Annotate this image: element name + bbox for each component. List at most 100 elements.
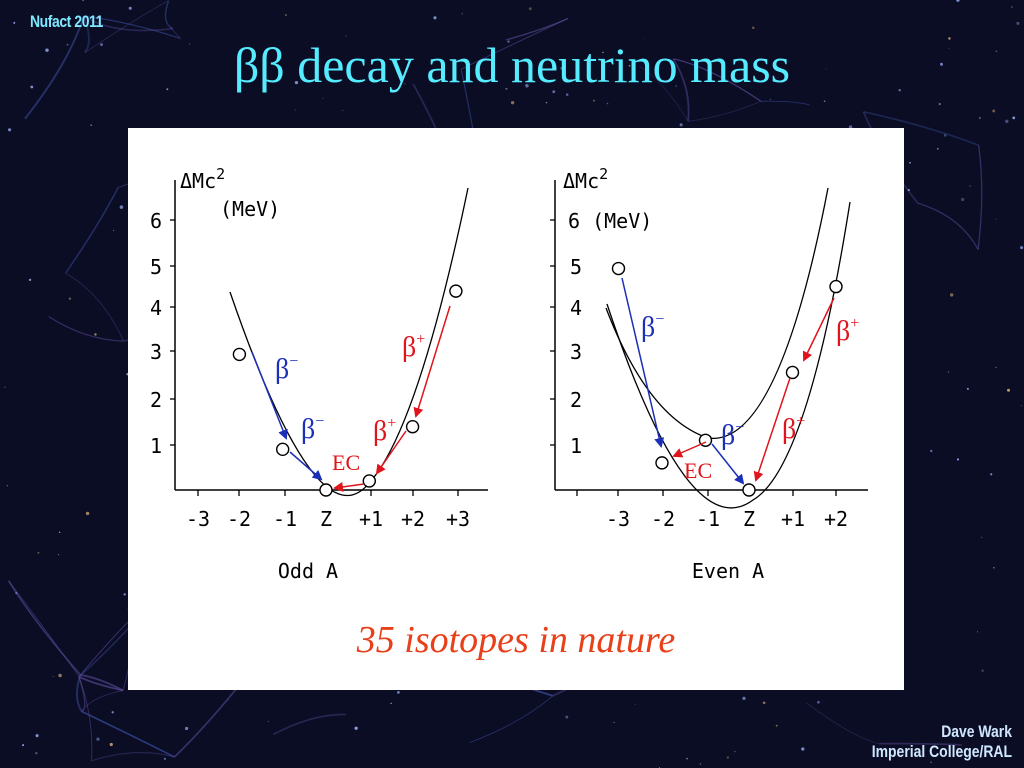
star — [825, 68, 827, 70]
odd-beta-plus-arrow-1 — [375, 430, 407, 475]
star — [930, 449, 933, 453]
filament — [48, 316, 124, 342]
odd-y-axis-unit: (MeV) — [220, 197, 280, 221]
star — [907, 189, 910, 192]
odd-y-tick-marks — [170, 219, 175, 446]
star — [342, 109, 344, 112]
star — [909, 161, 911, 164]
star — [961, 197, 965, 202]
filament — [80, 674, 124, 692]
odd-beta-plus-label-2: β+ — [402, 331, 425, 363]
star — [593, 99, 595, 102]
star — [751, 26, 755, 30]
star — [999, 739, 1001, 741]
star — [100, 43, 103, 47]
star — [940, 62, 944, 66]
even-isotope-point — [742, 483, 756, 497]
star — [354, 726, 358, 730]
filament — [760, 100, 810, 106]
star — [507, 40, 510, 43]
star — [634, 704, 636, 705]
star — [113, 230, 115, 232]
even-isotope-points — [611, 261, 843, 497]
star — [8, 128, 12, 132]
filament — [81, 710, 175, 758]
star — [37, 551, 40, 554]
filament — [65, 187, 119, 274]
even-a-plot: ΔMc2 6 (MeV) 5 4 3 2 1 -3 -2 -1 Z +1 +2 … — [550, 165, 868, 583]
odd-beta-minus-arrow-1 — [251, 351, 288, 440]
star — [628, 64, 631, 67]
odd-ec-label: EC — [332, 450, 360, 475]
star — [528, 7, 532, 11]
star — [128, 6, 132, 10]
star — [109, 742, 113, 747]
star — [505, 87, 508, 90]
star — [345, 35, 347, 37]
even-beta-minus-label-1: β− — [641, 311, 664, 343]
odd-isotope-point — [275, 442, 290, 457]
star — [956, 458, 960, 461]
even-x-tick-marks — [576, 490, 837, 496]
diagram-panel: ΔMc2 (MeV) 6 5 4 3 2 1 -3 -2 -1 Z +1 +2 … — [128, 128, 904, 690]
star — [58, 554, 60, 556]
odd-decay-arrows — [251, 305, 451, 492]
star — [1007, 388, 1011, 392]
odd-a-plot: ΔMc2 (MeV) 6 5 4 3 2 1 -3 -2 -1 Z +1 +2 … — [150, 165, 488, 583]
even-isotope-point — [829, 279, 843, 294]
even-beta-plus-label-2: β+ — [836, 315, 859, 347]
star — [4, 386, 6, 389]
star — [119, 205, 124, 209]
even-isotope-point — [611, 261, 626, 276]
author-credit: Dave Wark Imperial College/RAL — [872, 722, 1012, 762]
star — [823, 100, 826, 103]
star — [96, 737, 100, 741]
filament — [65, 272, 125, 342]
star — [848, 125, 853, 129]
odd-beta-minus-label-2: β− — [301, 413, 324, 445]
even-beta-plus-arrow-1 — [753, 377, 791, 482]
star — [981, 669, 984, 672]
even-x-axis-label: Even A — [692, 559, 764, 583]
star — [1012, 116, 1016, 120]
slide-title: ββ decay and neutrino mass — [233, 37, 791, 93]
star — [948, 47, 950, 49]
star — [976, 631, 979, 633]
star — [966, 387, 969, 390]
even-upper-parabola — [605, 187, 829, 439]
author-name: Dave Wark — [941, 722, 1012, 741]
star — [930, 761, 932, 763]
star — [28, 278, 32, 282]
star — [188, 43, 191, 45]
odd-isotope-point — [232, 347, 247, 362]
star — [979, 117, 981, 119]
filament — [84, 0, 169, 53]
filament — [83, 15, 173, 32]
star — [643, 38, 645, 40]
odd-y-tick-label: 5 — [150, 255, 162, 279]
filament — [24, 15, 85, 120]
star — [228, 699, 229, 701]
odd-x-tick-label: +3 — [446, 507, 470, 531]
star — [938, 103, 941, 106]
star — [66, 43, 69, 46]
star — [992, 109, 996, 113]
star — [390, 702, 392, 705]
filament — [272, 713, 346, 736]
star — [525, 84, 529, 88]
star — [995, 366, 997, 368]
odd-x-tick-label: +2 — [401, 507, 425, 531]
author-affiliation: Imperial College/RAL — [871, 742, 1012, 761]
even-y-axis-label: ΔMc2 — [563, 165, 608, 193]
star — [801, 747, 805, 751]
odd-ec-arrow — [333, 481, 365, 492]
star — [58, 673, 62, 678]
odd-y-axis-label: ΔMc2 — [180, 165, 225, 193]
star — [1016, 21, 1020, 25]
star — [397, 691, 400, 694]
filament — [977, 145, 983, 250]
star — [565, 715, 569, 719]
filament — [78, 676, 93, 761]
filament — [805, 702, 880, 745]
star — [433, 16, 437, 20]
